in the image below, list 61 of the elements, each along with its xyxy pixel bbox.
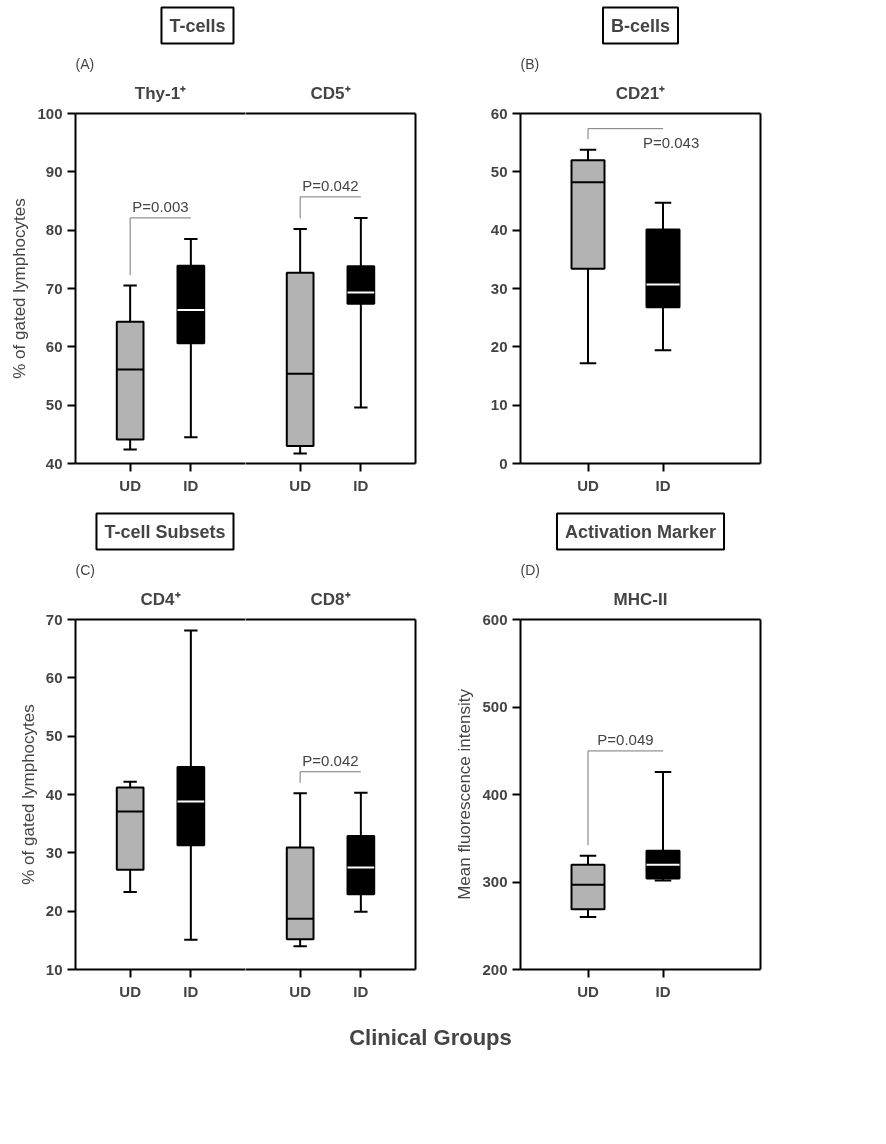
x-tick-label: ID	[353, 982, 369, 1000]
y-tick-label: 60	[45, 668, 63, 686]
y-tick-label: 50	[45, 396, 63, 414]
y-axis-title: Mean fluorescence intensity	[455, 688, 475, 900]
y-tick-label: 50	[490, 162, 508, 180]
chart-title: Activation Marker	[564, 521, 717, 542]
y-tick-label: 10	[45, 960, 63, 978]
text: (C)	[75, 561, 95, 578]
text: (A)	[75, 55, 95, 72]
annotation: P=0.049	[597, 730, 654, 748]
y-tick-label: 500	[482, 698, 508, 715]
x-tick-label: ID	[655, 476, 671, 494]
chart-title: B-cells	[610, 15, 671, 36]
x-tick-label: ID	[353, 476, 369, 494]
y-tick-label: 20	[45, 902, 63, 920]
x-tick-label: UD	[119, 982, 142, 1000]
y-tick-label: 40	[45, 454, 63, 472]
chart-subtitle: MHC-II	[613, 589, 668, 609]
x-tick-label: UD	[289, 982, 312, 1000]
text: (B)	[520, 55, 540, 72]
y-tick-label: 60	[490, 104, 508, 122]
y-tick-label: 40	[45, 785, 63, 803]
chart-subtitle: CD4⁺	[140, 589, 181, 609]
y-axis-title: % of gated lymphocytes	[10, 198, 30, 379]
x-tick-label: UD	[577, 982, 599, 1000]
chart-title: T-cell Subsets	[104, 521, 226, 542]
y-tick-label: 70	[45, 610, 63, 628]
y-axis-title: % of gated lymphocytes	[18, 704, 38, 885]
chart-subtitle: Thy-1⁺	[134, 83, 187, 103]
x-tick-label: UD	[289, 476, 312, 494]
x-tick-label: ID	[183, 982, 199, 1000]
x-tick-label: ID	[655, 982, 671, 1000]
annotation: P=0.042	[302, 176, 359, 194]
annotation: P=0.042	[302, 751, 359, 769]
y-tick-label: 90	[45, 162, 63, 180]
chart-subtitle: CD21⁺	[615, 83, 666, 103]
y-tick-label: 20	[490, 337, 508, 355]
x-tick-label: ID	[183, 476, 199, 494]
y-tick-label: 10	[490, 396, 508, 414]
chart-subtitle: CD8⁺	[310, 589, 351, 609]
y-tick-label: 30	[45, 843, 63, 861]
y-tick-label: 400	[482, 785, 508, 803]
y-tick-label: 50	[45, 727, 63, 745]
x-tick-label: UD	[119, 476, 142, 494]
y-tick-label: 30	[490, 279, 508, 297]
y-tick-label: 200	[482, 960, 508, 978]
y-tick-label: 70	[45, 279, 63, 297]
annotation: P=0.043	[643, 133, 700, 151]
y-tick-label: 0	[499, 454, 508, 472]
y-tick-label: 300	[482, 873, 508, 890]
x-axis-title: Clinical Groups	[349, 1025, 512, 1050]
y-tick-label: 100	[37, 104, 63, 122]
chart-subtitle: CD5⁺	[310, 83, 351, 103]
chart-title: T-cells	[169, 15, 226, 36]
text: (D)	[520, 561, 540, 578]
annotation: P=0.003	[132, 197, 189, 215]
y-tick-label: 40	[490, 221, 508, 239]
y-tick-label: 600	[482, 610, 508, 628]
y-tick-label: 80	[45, 221, 63, 239]
x-tick-label: UD	[577, 476, 599, 494]
y-tick-label: 60	[45, 337, 63, 355]
